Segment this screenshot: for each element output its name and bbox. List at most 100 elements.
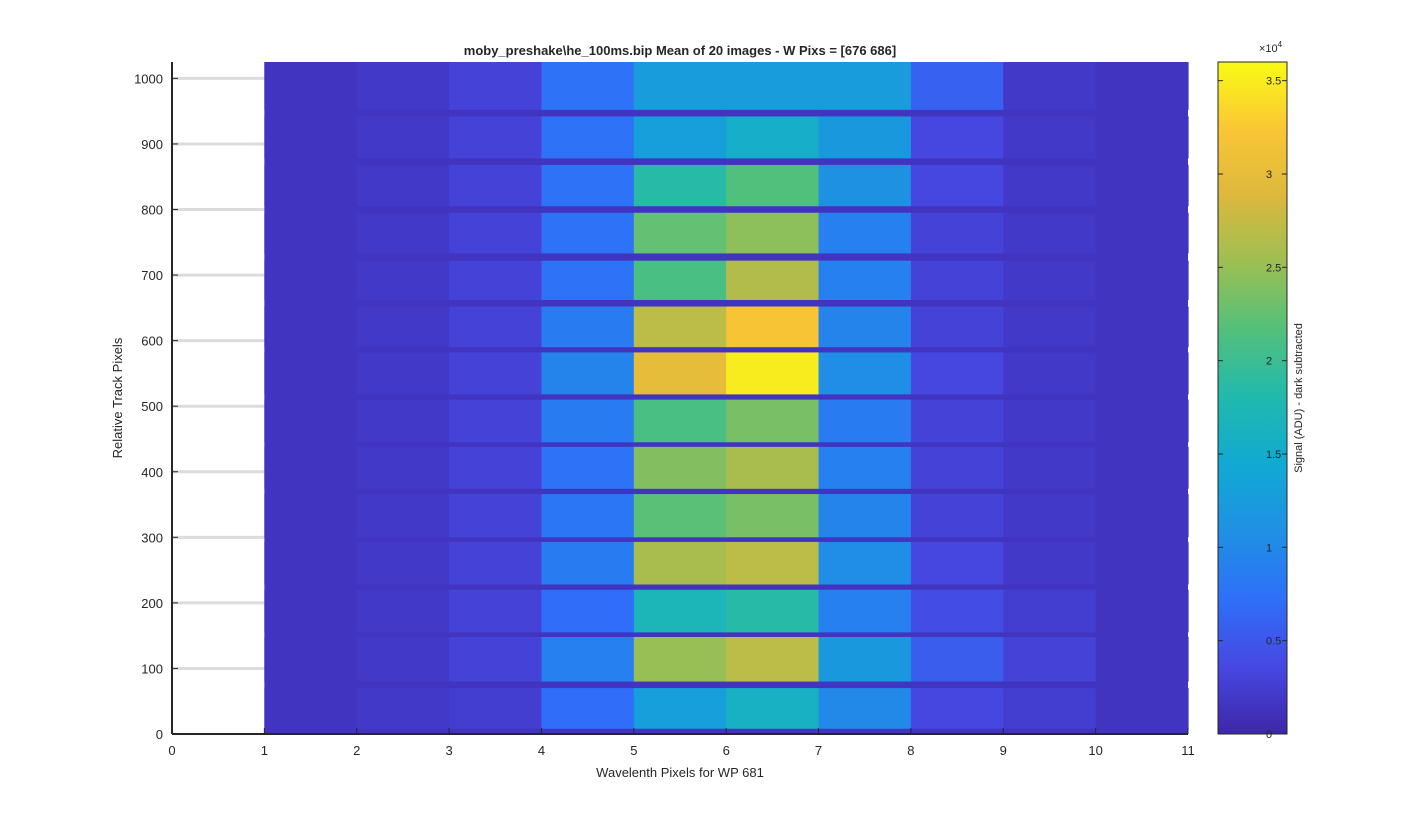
heatmap-cell bbox=[633, 260, 727, 300]
y-tick-label: 100 bbox=[141, 661, 163, 676]
heatmap-cell bbox=[726, 446, 820, 489]
heatmap-cell bbox=[633, 446, 727, 489]
heatmap-cell bbox=[356, 352, 450, 395]
heatmap-cell bbox=[726, 306, 820, 348]
heatmap-cell bbox=[1095, 352, 1189, 395]
heatmap-cell bbox=[633, 494, 727, 538]
colorbar-tick-label: 2.5 bbox=[1266, 262, 1281, 274]
heatmap-cell bbox=[449, 352, 543, 395]
heatmap-background bbox=[264, 62, 1188, 734]
heatmap-cell bbox=[541, 589, 635, 633]
y-tick-label: 0 bbox=[156, 727, 163, 742]
y-tick-label: 300 bbox=[141, 530, 163, 545]
chart-title: moby_preshake\he_100ms.bip Mean of 20 im… bbox=[464, 43, 896, 58]
heatmap-cell bbox=[1095, 260, 1189, 300]
colorbar-tick-label: 3 bbox=[1266, 169, 1272, 181]
heatmap-cell bbox=[910, 260, 1004, 300]
heatmap-cell bbox=[818, 164, 912, 207]
heatmap-cell bbox=[1003, 399, 1097, 443]
heatmap-cell bbox=[356, 116, 450, 159]
heatmap-cell bbox=[541, 541, 635, 585]
heatmap-cell bbox=[356, 688, 450, 729]
heatmap-cell bbox=[726, 589, 820, 633]
colorbar-exponent: ×104 bbox=[1259, 40, 1283, 55]
colorbar-tick-label: 0 bbox=[1266, 729, 1272, 741]
heatmap-cell bbox=[541, 116, 635, 159]
heatmap-cell bbox=[726, 116, 820, 159]
heatmap-cell bbox=[264, 688, 358, 729]
heatmap-cell bbox=[1095, 541, 1189, 585]
heatmap-cell bbox=[1095, 688, 1189, 729]
heatmap-cell bbox=[910, 116, 1004, 159]
heatmap-cell bbox=[910, 164, 1004, 207]
heatmap-cell bbox=[449, 688, 543, 729]
heatmap-cell bbox=[449, 260, 543, 300]
heatmap-cell bbox=[449, 589, 543, 633]
heatmap-cell bbox=[541, 494, 635, 538]
heatmap-cell bbox=[541, 164, 635, 207]
heatmap-cell bbox=[356, 589, 450, 633]
heatmap-cell bbox=[1095, 164, 1189, 207]
heatmap-cell bbox=[633, 306, 727, 348]
heatmap-cell bbox=[1095, 589, 1189, 633]
colorbar-ticks: 0 0.5 1 1.5 2 2.5 3 3.5 bbox=[1218, 76, 1287, 741]
heatmap-cell bbox=[449, 212, 543, 254]
heatmap-cell bbox=[818, 589, 912, 633]
x-tick-label: 0 bbox=[168, 743, 175, 758]
heatmap-cell bbox=[264, 541, 358, 585]
heatmap-cell bbox=[633, 636, 727, 682]
heatmap-cell bbox=[541, 399, 635, 443]
heatmap-cell bbox=[726, 494, 820, 538]
heatmap-cell bbox=[541, 688, 635, 729]
x-tick-label: 11 bbox=[1181, 743, 1195, 758]
heatmap-cell bbox=[633, 116, 727, 159]
heatmap-cell bbox=[264, 260, 358, 300]
heatmap-cell bbox=[818, 260, 912, 300]
heatmap-cell bbox=[541, 260, 635, 300]
heatmap-cell bbox=[541, 212, 635, 254]
y-axis-label: Relative Track Pixels bbox=[110, 337, 125, 458]
heatmap-cell bbox=[356, 494, 450, 538]
heatmap-cell bbox=[449, 494, 543, 538]
heatmap-cell bbox=[818, 352, 912, 395]
x-tick-label: 5 bbox=[630, 743, 637, 758]
colorbar-tick-label: 3.5 bbox=[1266, 76, 1281, 88]
colorbar-tick-label: 0.5 bbox=[1266, 636, 1281, 648]
heatmap-cell bbox=[541, 352, 635, 395]
heatmap-cell bbox=[541, 636, 635, 682]
heatmap-cell bbox=[818, 116, 912, 159]
heatmap-cell bbox=[910, 399, 1004, 443]
heatmap-cell bbox=[726, 260, 820, 300]
heatmap-cell bbox=[633, 62, 727, 110]
heatmap-cell bbox=[633, 212, 727, 254]
heatmap-cell bbox=[449, 636, 543, 682]
y-tick-labels: 0 100 200 300 400 500 600 700 800 900 1000 bbox=[134, 71, 178, 742]
heatmap-cell bbox=[356, 212, 450, 254]
x-tick-label: 7 bbox=[815, 743, 822, 758]
colorbar: 0 0.5 1 1.5 2 2.5 3 3.5 ×104 Signal (ADU) - dar… bbox=[1217, 40, 1305, 741]
heatmap-cell bbox=[1095, 116, 1189, 159]
heatmap-cell bbox=[1095, 306, 1189, 348]
heatmap-cells bbox=[264, 62, 1189, 734]
x-tick-label: 6 bbox=[723, 743, 730, 758]
heatmap-cell bbox=[541, 62, 635, 110]
heatmap-cell bbox=[910, 688, 1004, 729]
heatmap-cell bbox=[449, 541, 543, 585]
heatmap-cell bbox=[1003, 446, 1097, 489]
heatmap-cell bbox=[1003, 494, 1097, 538]
heatmap-cell bbox=[541, 446, 635, 489]
heatmap-cell bbox=[726, 352, 820, 395]
colorbar-frame bbox=[1217, 61, 1288, 735]
heatmap-cell bbox=[726, 62, 820, 110]
x-tick-label: 3 bbox=[445, 743, 452, 758]
colorbar-tick-label: 2 bbox=[1266, 356, 1272, 368]
heatmap-cell bbox=[818, 62, 912, 110]
heatmap-cell bbox=[910, 446, 1004, 489]
x-tick-labels: 0 1 2 3 4 5 6 7 8 9 10 11 bbox=[168, 728, 1195, 758]
heatmap-cell bbox=[1003, 306, 1097, 348]
heatmap-cell bbox=[910, 306, 1004, 348]
heatmap-cell bbox=[633, 164, 727, 207]
x-tick-label: 4 bbox=[538, 743, 545, 758]
heatmap-cell bbox=[818, 306, 912, 348]
